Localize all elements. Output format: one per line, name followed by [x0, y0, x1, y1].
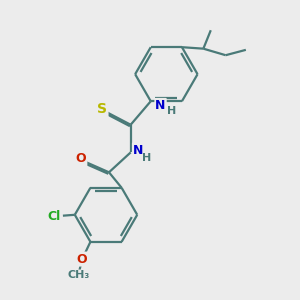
Text: S: S — [98, 102, 107, 116]
Text: H: H — [142, 153, 151, 163]
Text: Cl: Cl — [47, 210, 61, 223]
Text: H: H — [167, 106, 176, 116]
Text: N: N — [155, 99, 166, 112]
Text: CH₃: CH₃ — [68, 270, 90, 280]
Text: N: N — [133, 143, 143, 157]
Text: O: O — [77, 253, 87, 266]
Text: O: O — [76, 152, 86, 165]
